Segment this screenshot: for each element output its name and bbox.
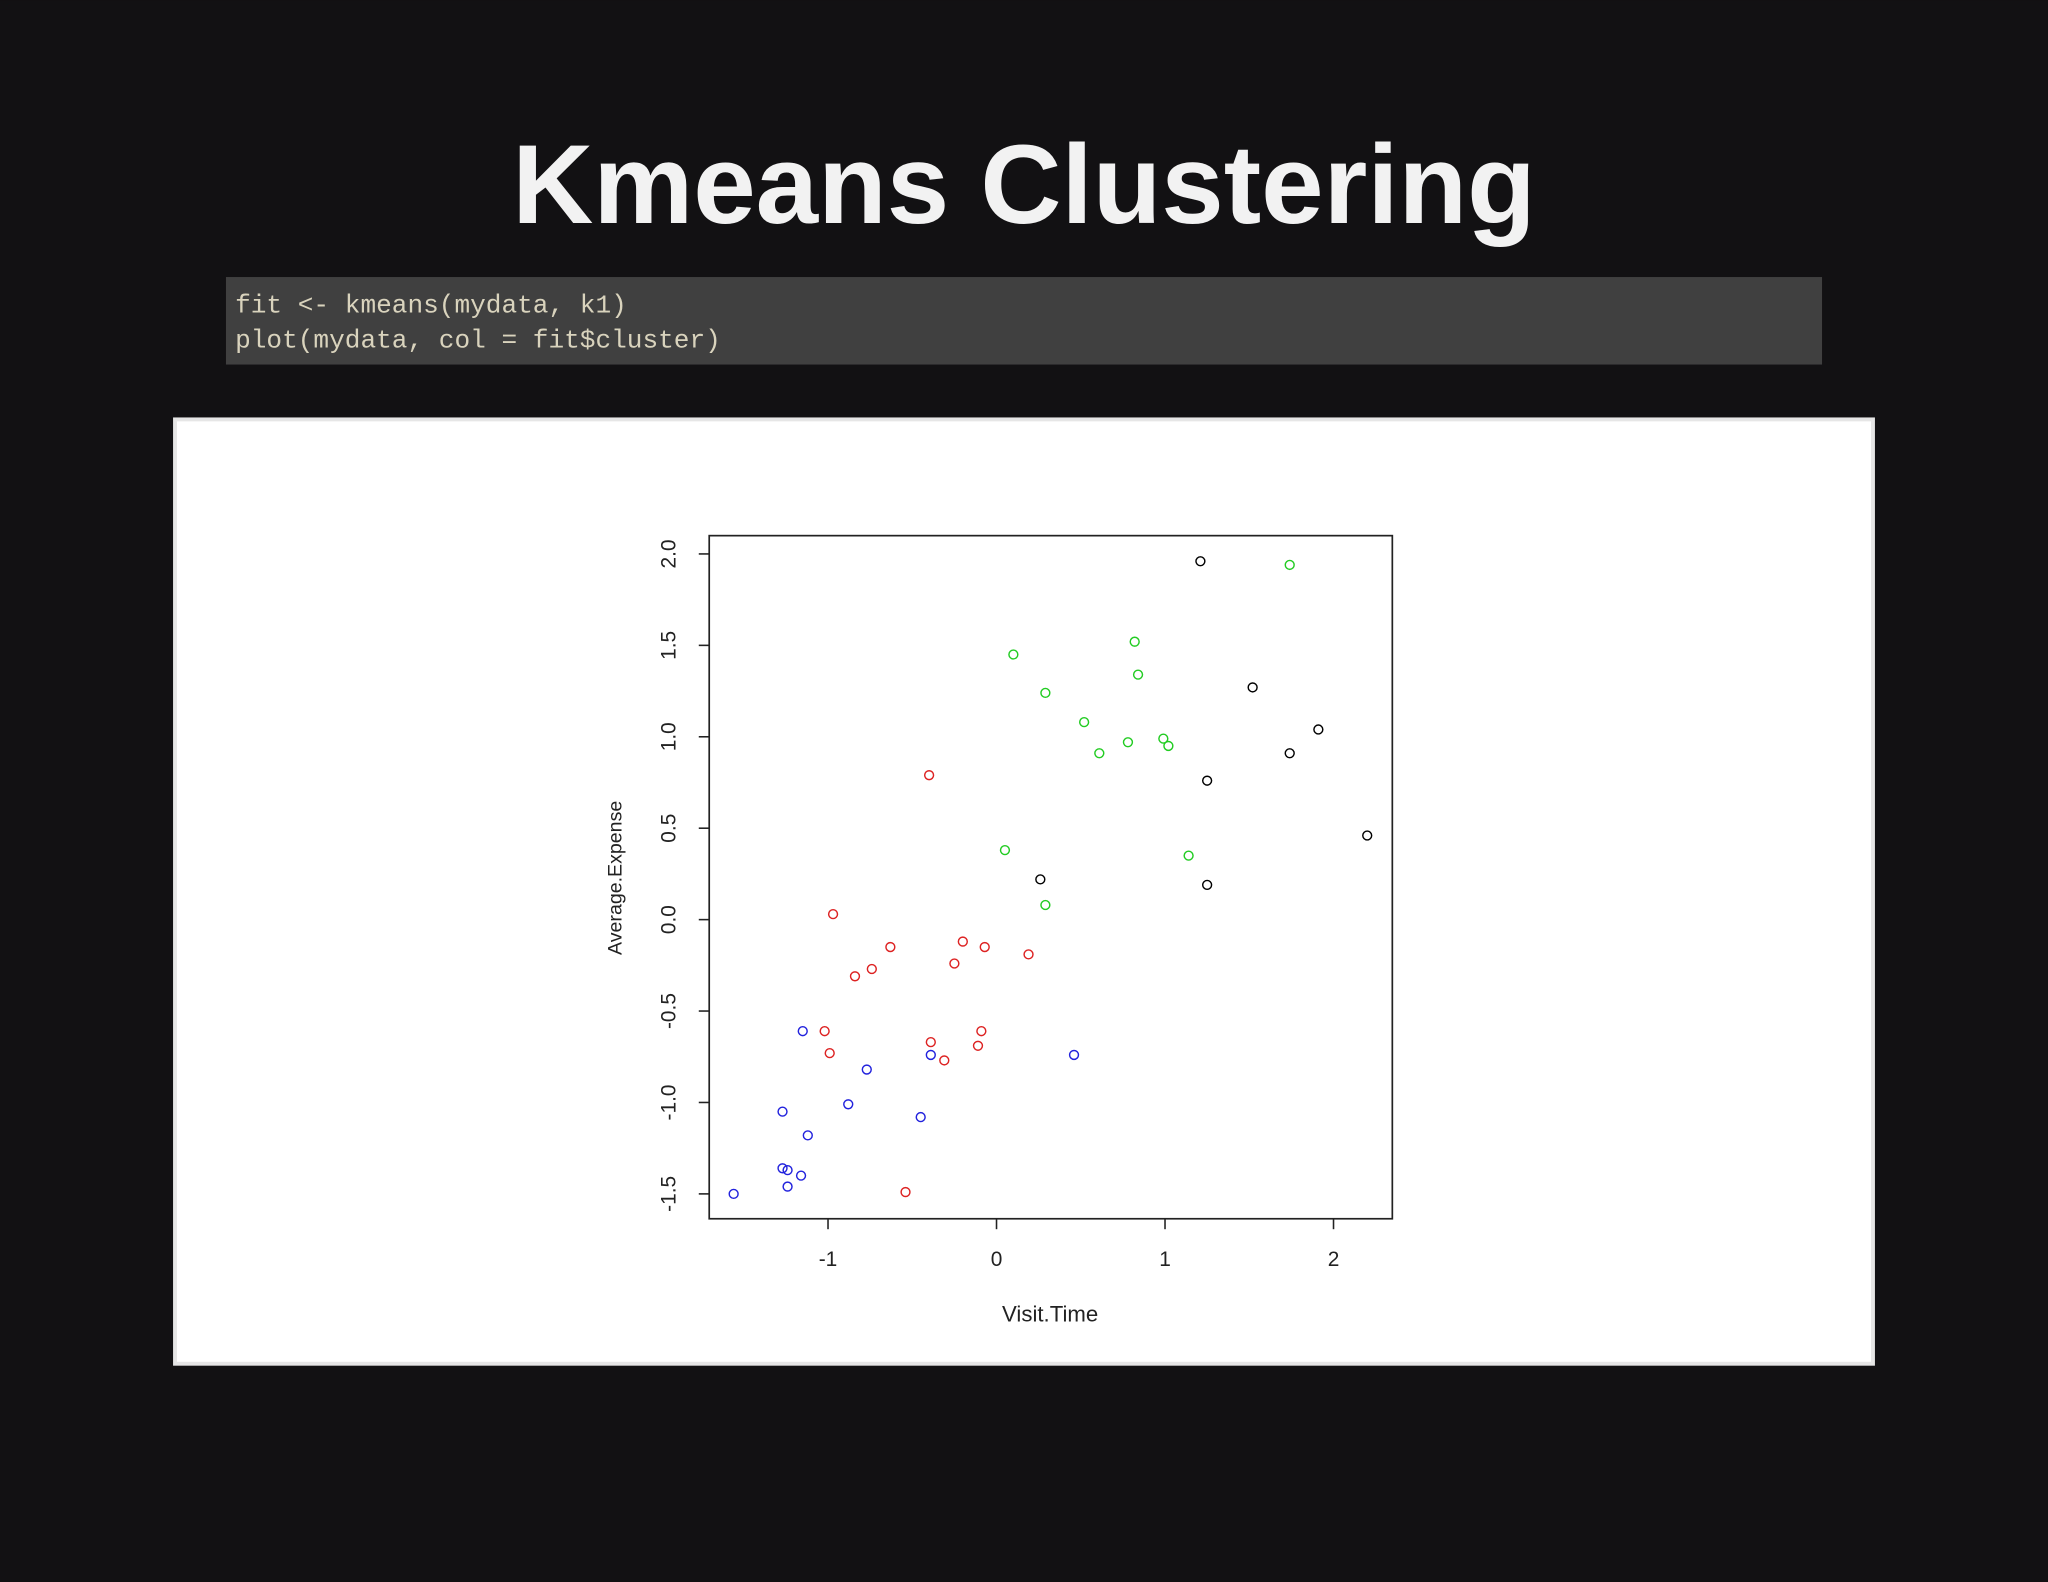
point	[1362, 830, 1373, 841]
point	[866, 963, 877, 975]
plot-area: -1 0 1 2 -1.5 -1.0 -0.5 0.0 0.5 1.0 1.5 2.0	[658, 539, 1373, 1271]
point	[1163, 740, 1174, 752]
point	[972, 1040, 984, 1051]
x-axis-label: Visit.Time	[1002, 1301, 1098, 1326]
point	[782, 1181, 793, 1192]
point	[1094, 748, 1105, 759]
point	[1195, 556, 1206, 567]
code-block	[225, 277, 1823, 365]
point	[1284, 559, 1295, 571]
point	[1247, 682, 1258, 693]
point	[827, 908, 839, 920]
point	[728, 1188, 739, 1200]
y-tick-label: -0.5	[658, 993, 681, 1029]
plot-panel	[173, 417, 1875, 1366]
point	[802, 1130, 813, 1141]
point	[915, 1111, 926, 1123]
point	[949, 958, 960, 969]
point	[1040, 899, 1051, 911]
y-tick-label: -1.0	[658, 1084, 681, 1120]
point	[1132, 669, 1144, 680]
code-line: plot(mydata, col = fit$cluster)	[235, 326, 721, 356]
y-tick-label: -1.5	[658, 1176, 681, 1212]
point	[885, 941, 896, 953]
point	[795, 1170, 807, 1181]
y-tick-label: 2.0	[658, 539, 681, 568]
point	[843, 1099, 854, 1110]
point	[1068, 1049, 1080, 1061]
point	[957, 936, 968, 947]
slide-title: Kmeans Clustering	[512, 121, 1536, 247]
point	[925, 1036, 936, 1048]
point	[777, 1163, 788, 1174]
y-tick-label: 0.5	[658, 814, 681, 843]
point	[861, 1064, 872, 1075]
point	[849, 971, 861, 982]
point	[819, 1025, 830, 1037]
x-tick-label: 0	[991, 1248, 1003, 1271]
point	[1158, 733, 1169, 744]
point	[923, 770, 935, 781]
plot-box	[708, 534, 1394, 1220]
y-tick-label: 1.0	[658, 722, 681, 751]
point	[1201, 879, 1213, 891]
point	[1201, 775, 1213, 786]
point	[1183, 850, 1194, 861]
x-tick-label: -1	[819, 1248, 838, 1271]
point	[939, 1055, 950, 1066]
point	[1035, 874, 1046, 885]
x-tick-label: 1	[1159, 1248, 1171, 1271]
point	[824, 1047, 835, 1059]
y-tick-label: 0.0	[658, 905, 681, 934]
point	[1313, 724, 1324, 735]
point	[797, 1025, 808, 1037]
point	[1040, 687, 1051, 699]
point	[1122, 737, 1134, 748]
point	[900, 1186, 911, 1198]
point	[1129, 636, 1140, 647]
point	[1078, 716, 1090, 728]
point	[1008, 649, 1019, 660]
y-axis-label: Average.Expense	[605, 801, 627, 955]
point	[1023, 949, 1034, 960]
point	[979, 941, 990, 953]
point	[999, 844, 1011, 856]
x-tick-label: 2	[1328, 1248, 1340, 1271]
point	[1284, 748, 1295, 759]
code-line: fit <- kmeans(mydata, k1)	[235, 290, 627, 320]
y-tick-label: 1.5	[658, 631, 681, 660]
point	[976, 1025, 987, 1037]
point	[777, 1106, 788, 1117]
point	[782, 1164, 793, 1176]
point	[925, 1049, 936, 1061]
